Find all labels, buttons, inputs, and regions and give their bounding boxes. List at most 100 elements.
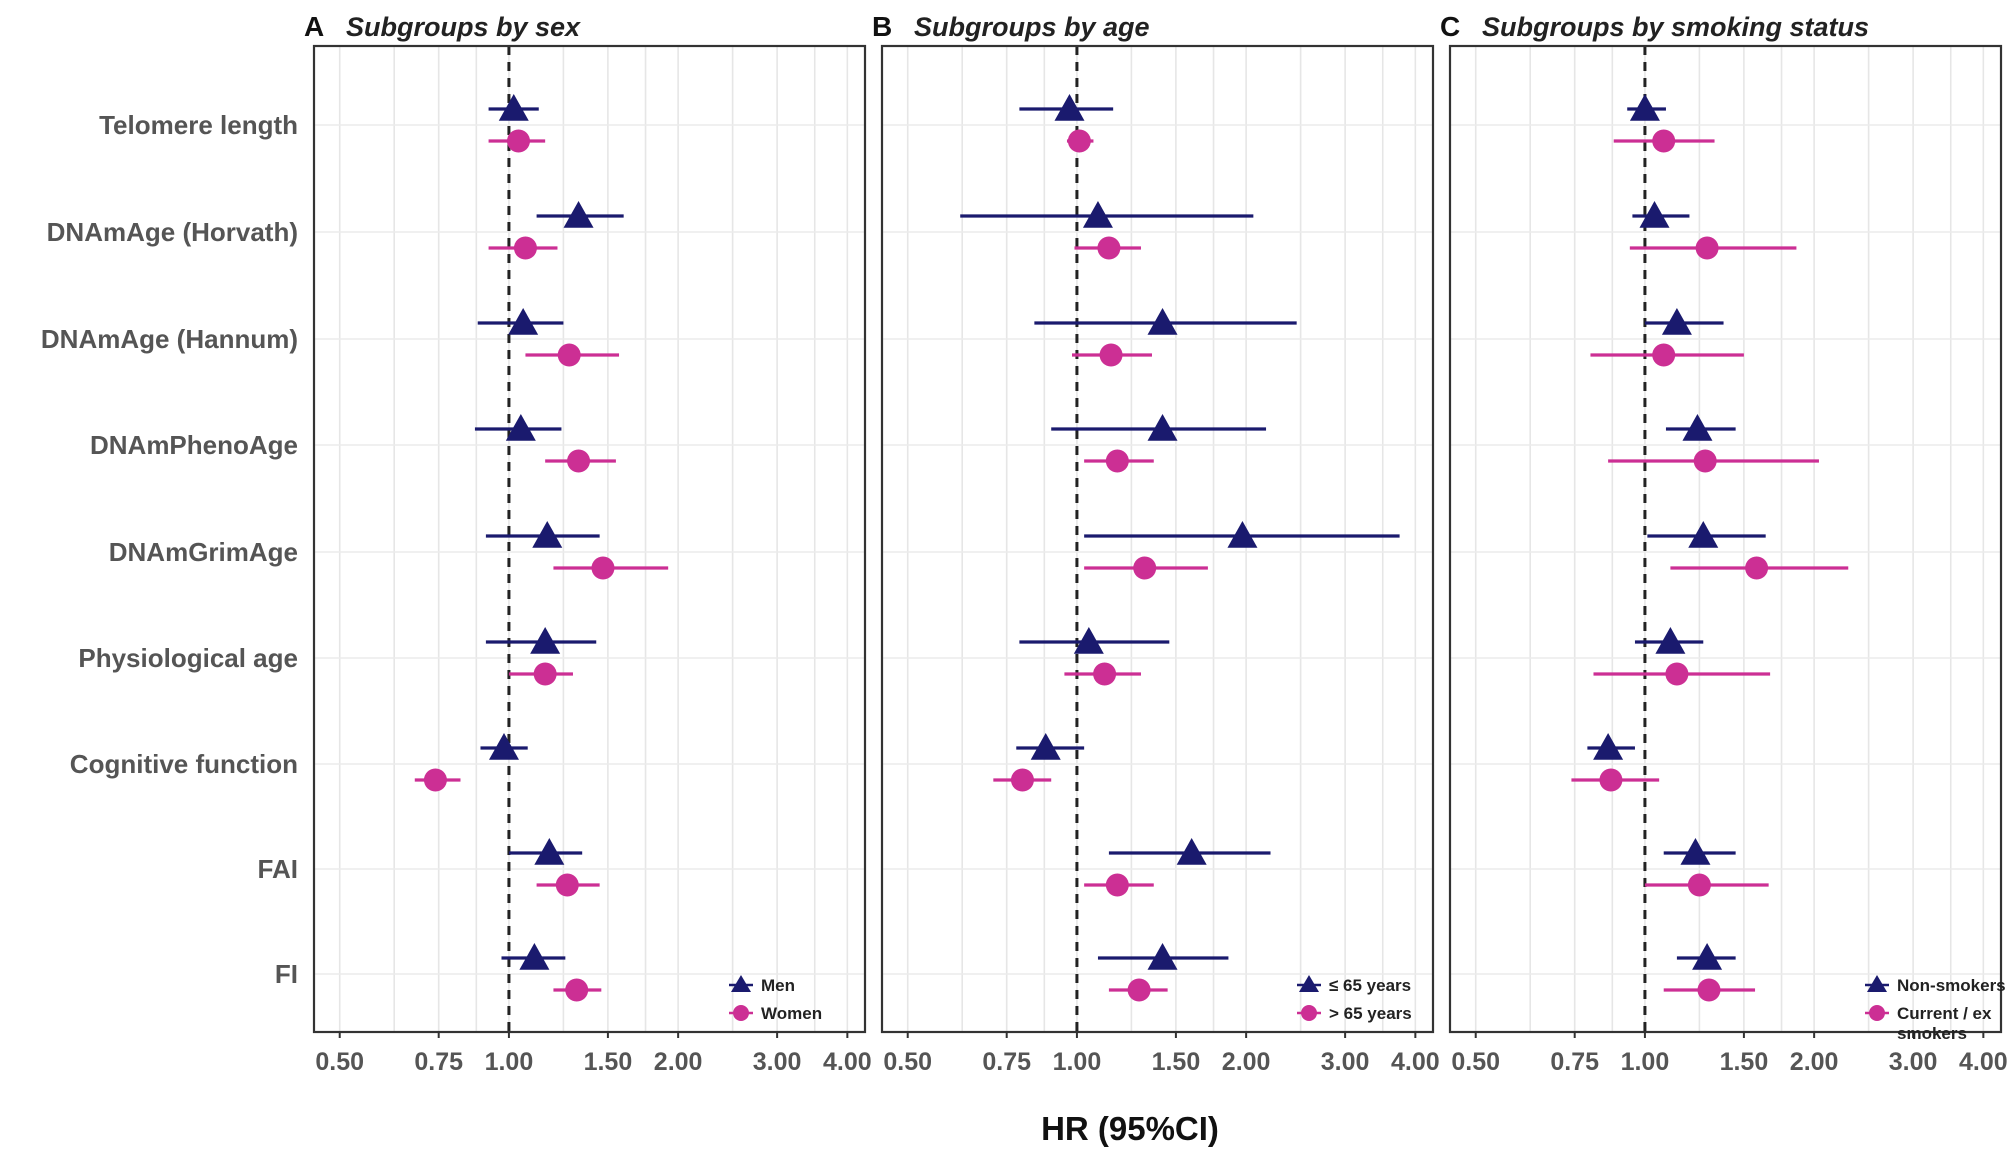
- point-marker-cognitive-function: [1030, 733, 1061, 760]
- point-marker-dnamage-hannum: [1099, 343, 1123, 367]
- point-marker-fai: [1176, 838, 1207, 865]
- panel-letter: A: [304, 11, 324, 42]
- point-marker-dnamage-hannum: [557, 343, 581, 367]
- x-tick-label: 0.75: [982, 1048, 1031, 1076]
- row-label-physiological-age: Physiological age: [78, 643, 298, 673]
- x-tick-label: 1.00: [485, 1048, 534, 1076]
- point-marker-dnamphenoage: [567, 449, 591, 473]
- point-marker-dnamgrimage: [1745, 556, 1769, 580]
- x-tick-label: 1.50: [1152, 1048, 1201, 1076]
- x-tick-label: 2.00: [1222, 1048, 1271, 1076]
- legend: Men Women: [729, 975, 822, 1023]
- point-marker-cognitive-function: [1010, 768, 1034, 792]
- row-label-dnamage-horvath: DNAmAge (Horvath): [47, 217, 298, 247]
- point-marker-physiological-age: [1665, 662, 1689, 686]
- point-marker-fai: [1680, 838, 1711, 865]
- panel-title: Subgroups by age: [914, 12, 1150, 42]
- x-tick-label: 3.00: [1889, 1048, 1938, 1076]
- point-marker-cognitive-function: [1593, 733, 1624, 760]
- point-marker-telomere-length: [1629, 94, 1660, 121]
- point-marker-telomere-length: [1054, 94, 1085, 121]
- legend-triangle-icon: [1299, 975, 1319, 992]
- legend-circle-icon: [1869, 1005, 1885, 1021]
- point-marker-telomere-length: [507, 129, 531, 153]
- point-marker-dnamphenoage: [505, 414, 536, 441]
- panel-letter: C: [1440, 11, 1460, 42]
- panels: A Subgroups by sex 0.50 0.75 1.00 1.50 2.00 3.0…: [304, 11, 2008, 1076]
- legend: Non-smokers Current / ex smokers: [1865, 975, 2006, 1043]
- point-marker-telomere-length: [498, 94, 529, 121]
- point-marker-fi: [1697, 978, 1721, 1002]
- point-marker-dnamage-hannum: [1661, 308, 1692, 335]
- legend: ≤ 65 years > 65 years: [1297, 975, 1412, 1023]
- legend-triangle-icon: [731, 975, 751, 992]
- legend-label: Men: [761, 976, 795, 995]
- point-marker-dnamgrimage: [1688, 521, 1719, 548]
- point-marker-fi: [1127, 978, 1151, 1002]
- x-tick-label: 4.00: [823, 1048, 872, 1076]
- point-marker-cognitive-function: [423, 768, 447, 792]
- series-current-ex-smokers: [1571, 129, 1849, 1002]
- point-marker-dnamage-horvath: [1097, 236, 1121, 260]
- point-marker-fai: [1687, 873, 1711, 897]
- legend-triangle-icon: [1867, 975, 1887, 992]
- point-marker-dnamgrimage: [532, 521, 563, 548]
- point-marker-dnamage-hannum: [1147, 308, 1178, 335]
- point-marker-dnamgrimage: [591, 556, 615, 580]
- panel-title: Subgroups by sex: [346, 12, 581, 42]
- x-axis-title: HR (95%CI): [1041, 1110, 1219, 1147]
- row-labels: Telomere length DNAmAge (Horvath) DNAmAge …: [41, 110, 298, 989]
- x-tick-label: 2.00: [1790, 1048, 1839, 1076]
- point-marker-fi: [1147, 943, 1178, 970]
- point-marker-fi: [519, 943, 550, 970]
- panel-title: Subgroups by smoking status: [1482, 12, 1869, 42]
- point-marker-physiological-age: [533, 662, 557, 686]
- x-tick-label: 3.00: [753, 1048, 802, 1076]
- row-label-telomere-length: Telomere length: [99, 110, 298, 140]
- panel-b: B Subgroups by age 0.50 0.75 1.00 1.50 2.00 3.0…: [872, 11, 1440, 1076]
- row-label-cognitive-function: Cognitive function: [70, 749, 298, 779]
- panel-a: A Subgroups by sex 0.50 0.75 1.00 1.50 2.00 3.0…: [304, 11, 872, 1076]
- point-marker-cognitive-function: [1599, 768, 1623, 792]
- point-marker-dnamphenoage: [1147, 414, 1178, 441]
- x-tick-label: 0.75: [1550, 1048, 1599, 1076]
- point-marker-fi: [565, 978, 589, 1002]
- x-tick-label: 3.00: [1321, 1048, 1370, 1076]
- legend-label: ≤ 65 years: [1329, 976, 1411, 995]
- x-tick-label: 0.75: [414, 1048, 463, 1076]
- point-marker-dnamgrimage: [1227, 521, 1258, 548]
- x-tick-label: 1.50: [1720, 1048, 1769, 1076]
- x-tick-label: 1.00: [1053, 1048, 1102, 1076]
- panel-border: [1448, 44, 2003, 1034]
- point-marker-dnamage-horvath: [1082, 201, 1113, 228]
- point-marker-dnamage-hannum: [508, 308, 539, 335]
- x-tick-label: 4.00: [1391, 1048, 1440, 1076]
- series-non-smokers: [1587, 94, 1766, 970]
- point-marker-physiological-age: [1093, 662, 1117, 686]
- point-marker-dnamphenoage: [1105, 449, 1129, 473]
- x-tick-label: 1.50: [584, 1048, 633, 1076]
- x-tick-label: 0.50: [1451, 1048, 1500, 1076]
- panel-border: [312, 44, 867, 1034]
- x-tick-label: 0.50: [883, 1048, 932, 1076]
- series-men: [474, 94, 624, 970]
- point-marker-physiological-age: [530, 627, 561, 654]
- x-tick-label: 2.00: [654, 1048, 703, 1076]
- point-marker-fai: [1105, 873, 1129, 897]
- point-marker-dnamage-hannum: [1652, 343, 1676, 367]
- point-marker-physiological-age: [1073, 627, 1104, 654]
- row-label-dnamage-hannum: DNAmAge (Hannum): [41, 324, 298, 354]
- row-label-fai: FAI: [258, 854, 298, 884]
- point-marker-fai: [555, 873, 579, 897]
- legend-label: Non-smokers: [1897, 976, 2006, 995]
- legend-label: Women: [761, 1004, 822, 1023]
- legend-circle-icon: [733, 1005, 749, 1021]
- point-marker-dnamgrimage: [1133, 556, 1157, 580]
- point-marker-physiological-age: [1655, 627, 1686, 654]
- panel-c: C Subgroups by smoking status 0.50 0.75 1.00…: [1440, 11, 2008, 1076]
- legend-circle-icon: [1301, 1005, 1317, 1021]
- x-tick-label: 4.00: [1959, 1048, 2008, 1076]
- legend-label: Current / ex smokers: [1897, 1004, 1992, 1043]
- row-label-dnamphenoage: DNAmPhenoAge: [90, 430, 298, 460]
